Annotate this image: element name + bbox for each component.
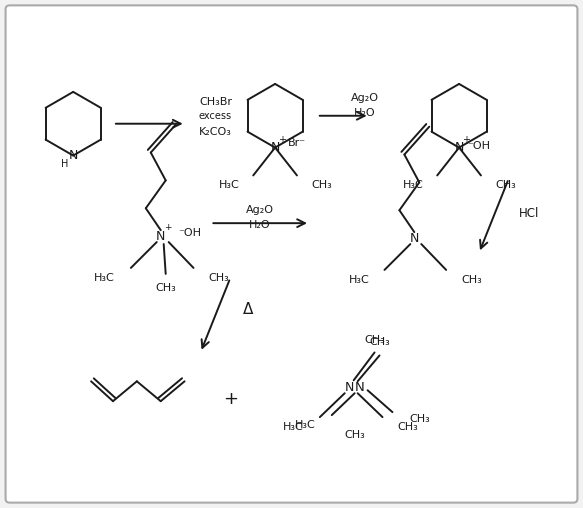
Text: CH₃: CH₃: [311, 180, 332, 190]
Text: CH₃: CH₃: [209, 273, 229, 283]
Text: Δ: Δ: [243, 302, 254, 317]
Text: H₃C: H₃C: [219, 180, 239, 190]
Text: H₃C: H₃C: [349, 275, 370, 285]
Text: CH₃: CH₃: [345, 430, 365, 440]
Text: N: N: [345, 381, 354, 394]
Text: CH₃: CH₃: [495, 180, 515, 190]
Text: HCl: HCl: [518, 207, 539, 220]
Text: ⁻OH: ⁻OH: [178, 228, 202, 238]
Text: CH₃: CH₃: [369, 336, 390, 346]
Text: H₃C: H₃C: [295, 420, 316, 430]
Text: CH₃: CH₃: [461, 275, 482, 285]
Text: N: N: [454, 141, 463, 154]
Text: +: +: [462, 135, 470, 145]
Text: CH₃: CH₃: [398, 422, 418, 432]
Text: N: N: [410, 232, 419, 244]
Text: Br⁻: Br⁻: [288, 138, 306, 148]
Text: CH₃: CH₃: [409, 414, 430, 424]
FancyBboxPatch shape: [6, 6, 577, 502]
Text: N: N: [271, 141, 280, 154]
Text: H₃C: H₃C: [402, 180, 423, 190]
Text: H: H: [61, 160, 68, 170]
Text: +: +: [223, 390, 238, 408]
Text: +: +: [164, 223, 171, 232]
Text: N: N: [354, 381, 364, 394]
Text: N: N: [156, 230, 166, 243]
Text: H₃C: H₃C: [283, 422, 304, 432]
Text: ⁻OH: ⁻OH: [467, 141, 490, 150]
Text: H₂O: H₂O: [354, 108, 375, 118]
Text: Ag₂O: Ag₂O: [350, 93, 378, 103]
Text: H₂O: H₂O: [250, 220, 271, 230]
Text: K₂CO₃: K₂CO₃: [199, 126, 232, 137]
Text: CH₃: CH₃: [364, 335, 385, 344]
Text: H₃C: H₃C: [94, 273, 115, 283]
Text: CH₃Br: CH₃Br: [199, 97, 232, 107]
Text: Ag₂O: Ag₂O: [246, 205, 274, 215]
Text: excess: excess: [199, 111, 232, 121]
Text: N: N: [69, 149, 78, 162]
Text: CH₃: CH₃: [155, 283, 176, 293]
Text: +: +: [278, 135, 286, 145]
